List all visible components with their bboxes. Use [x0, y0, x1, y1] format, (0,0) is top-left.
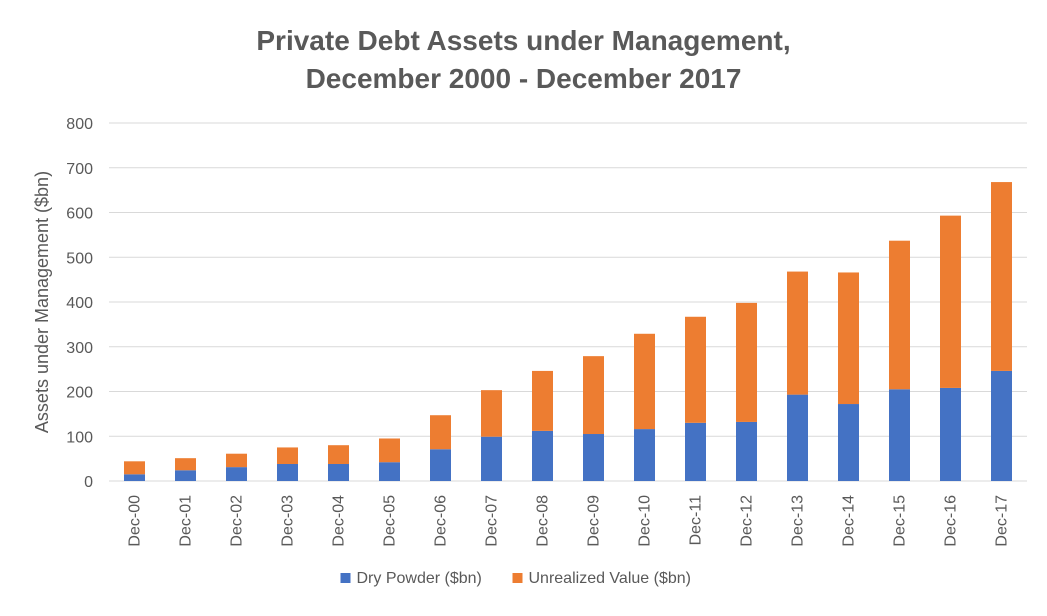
bar-unrealized-value [736, 302, 757, 422]
x-tick-label: Dec-07 [484, 495, 501, 547]
y-tick-label: 800 [66, 116, 93, 133]
bar-unrealized-value [532, 370, 553, 431]
y-tick-label: 300 [66, 340, 93, 357]
bar-dry-powder [991, 370, 1012, 481]
y-tick-label: 400 [66, 295, 93, 312]
bar-dry-powder [430, 449, 451, 481]
bar-dry-powder [940, 387, 961, 481]
bar-dry-powder [685, 422, 706, 481]
bar-unrealized-value [175, 458, 196, 471]
x-tick-label: Dec-05 [382, 495, 399, 547]
y-tick-label: 500 [66, 250, 93, 267]
x-tick-label: Dec-00 [127, 495, 144, 547]
bar-dry-powder [787, 394, 808, 481]
bar-unrealized-value [889, 240, 910, 390]
bar-dry-powder [889, 389, 910, 481]
x-tick-label: Dec-12 [739, 495, 756, 547]
x-tick-label: Dec-11 [688, 495, 705, 545]
legend-swatch-unrealized-value [512, 573, 523, 583]
bar-dry-powder [838, 404, 859, 481]
bar-unrealized-value [991, 182, 1012, 371]
x-tick-label: Dec-06 [433, 495, 450, 547]
chart-title: Private Debt Assets under Management, De… [0, 22, 1047, 98]
bar-unrealized-value [940, 215, 961, 388]
x-tick-label: Dec-15 [892, 495, 909, 547]
bar-unrealized-value [328, 445, 349, 464]
y-axis-label: Assets under Management ($bn) [32, 171, 52, 433]
bar-unrealized-value [838, 272, 859, 405]
chart-title-line-1: Private Debt Assets under Management, [256, 25, 791, 56]
bar-dry-powder [226, 467, 247, 481]
x-tick-label: Dec-16 [943, 495, 960, 547]
bar-dry-powder [277, 463, 298, 481]
bar-dry-powder [481, 436, 502, 481]
bar-dry-powder [736, 421, 757, 481]
chart-title-line-2: December 2000 - December 2017 [305, 63, 742, 94]
bar-unrealized-value [685, 316, 706, 423]
legend-label-dry-powder: Dry Powder ($bn) [357, 570, 482, 587]
bar-unrealized-value [379, 438, 400, 463]
bar-dry-powder [379, 462, 400, 481]
bar-dry-powder [532, 430, 553, 481]
bar-dry-powder [124, 474, 145, 481]
bar-unrealized-value [226, 453, 247, 468]
bar-unrealized-value [481, 390, 502, 437]
x-tick-label: Dec-01 [178, 495, 195, 547]
x-tick-label: Dec-09 [586, 495, 603, 547]
bar-unrealized-value [277, 447, 298, 464]
x-tick-label: Dec-04 [331, 495, 348, 547]
x-tick-label: Dec-13 [790, 495, 807, 547]
bar-unrealized-value [787, 271, 808, 395]
bar-dry-powder [175, 470, 196, 481]
bar-dry-powder [328, 463, 349, 481]
x-tick-label: Dec-17 [994, 495, 1011, 547]
bar-unrealized-value [634, 333, 655, 430]
x-tick-label: Dec-14 [841, 495, 858, 547]
bar-unrealized-value [430, 415, 451, 450]
y-tick-label: 700 [66, 161, 93, 178]
bar-unrealized-value [124, 461, 145, 475]
legend-label-unrealized-value: Unrealized Value ($bn) [529, 570, 691, 587]
y-tick-label: 200 [66, 385, 93, 402]
bar-dry-powder [634, 429, 655, 481]
y-tick-label: 600 [66, 206, 93, 223]
y-tick-label: 0 [84, 474, 93, 491]
y-tick-label: 100 [66, 429, 93, 446]
legend-swatch-dry-powder [340, 573, 351, 583]
bar-dry-powder [583, 434, 604, 481]
bar-unrealized-value [583, 356, 604, 435]
x-tick-label: Dec-02 [229, 495, 246, 547]
x-tick-label: Dec-03 [280, 495, 297, 547]
x-tick-label: Dec-10 [637, 495, 654, 547]
x-tick-label: Dec-08 [535, 495, 552, 547]
